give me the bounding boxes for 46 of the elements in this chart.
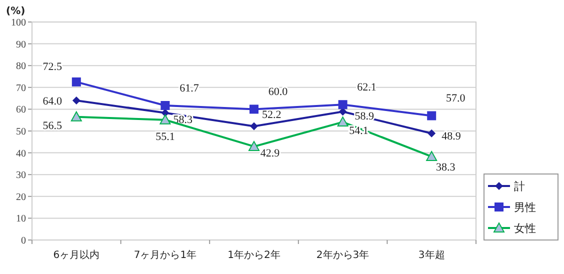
legend-label: 計 bbox=[514, 180, 525, 193]
point bbox=[337, 116, 348, 127]
y-tick-label: 60 bbox=[16, 104, 26, 116]
data-label: 48.9 bbox=[442, 130, 462, 142]
point bbox=[248, 140, 260, 151]
data-label: 72.5 bbox=[42, 60, 63, 73]
y-tick-label: 40 bbox=[16, 148, 26, 160]
data-label: 42.9 bbox=[260, 147, 280, 160]
y-tick-label: 100 bbox=[11, 18, 26, 28]
point bbox=[250, 104, 258, 114]
x-tick-label: 3年超 bbox=[418, 249, 445, 261]
data-label: 61.7 bbox=[180, 82, 200, 94]
y-tick-label: 20 bbox=[16, 192, 26, 203]
y-tick-label: 0 bbox=[21, 236, 26, 246]
point bbox=[160, 114, 171, 124]
point bbox=[427, 111, 436, 120]
point bbox=[426, 151, 438, 162]
x-tick-label: 7ヶ月から1年 bbox=[134, 249, 197, 261]
data-label: 64.0 bbox=[42, 95, 63, 108]
data-label: 60.0 bbox=[268, 86, 288, 98]
data-label: 57.0 bbox=[446, 92, 466, 105]
point bbox=[250, 122, 258, 130]
y-axis-title: (%) bbox=[6, 6, 26, 17]
data-label: 52.2 bbox=[262, 109, 282, 122]
point bbox=[72, 77, 81, 86]
legend-label: 男性 bbox=[514, 201, 536, 214]
y-tick-label: 90 bbox=[16, 39, 26, 50]
x-tick-label: 6ヶ月以内 bbox=[53, 249, 100, 261]
y-tick-label: 10 bbox=[16, 214, 26, 225]
data-label: 55.1 bbox=[156, 130, 175, 143]
data-label: 54.1 bbox=[349, 125, 368, 138]
y-tick-label: 50 bbox=[16, 126, 26, 138]
x-tick-label: 2年から3年 bbox=[316, 249, 370, 261]
point bbox=[70, 111, 82, 122]
point bbox=[338, 100, 348, 110]
y-tick-label: 80 bbox=[16, 61, 26, 72]
data-label: 38.3 bbox=[436, 162, 456, 174]
point bbox=[428, 129, 436, 138]
y-tick-label: 30 bbox=[16, 170, 26, 182]
data-label: 56.5 bbox=[42, 120, 63, 132]
y-tick-label: 70 bbox=[16, 82, 26, 94]
legend-label: 女性 bbox=[514, 222, 536, 235]
point bbox=[160, 100, 170, 110]
data-label: 62.1 bbox=[357, 82, 376, 94]
x-tick-label: 1年から2年 bbox=[228, 249, 280, 261]
point bbox=[72, 96, 80, 104]
